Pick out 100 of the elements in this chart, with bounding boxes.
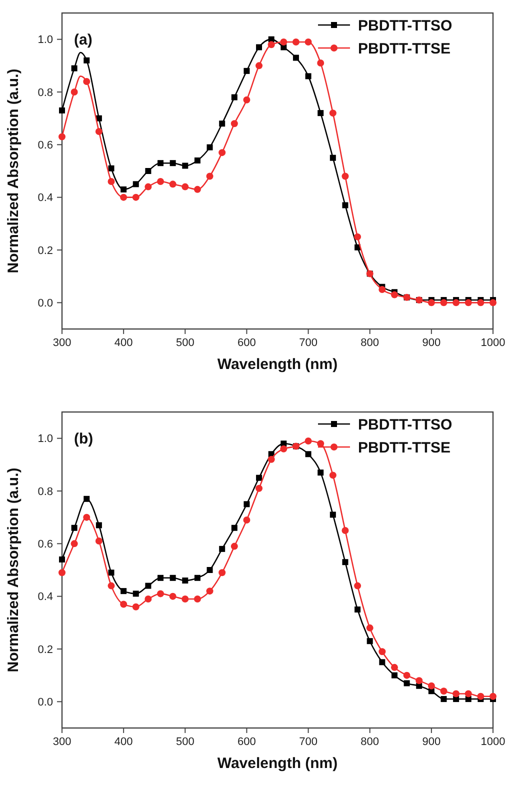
point [219,546,226,552]
point [428,682,435,690]
point [243,96,250,104]
point [218,569,226,576]
point [145,582,152,589]
point [219,120,226,127]
point [83,78,90,85]
y-tick-label: 0.4 [38,591,53,604]
y-tick-label: 0.2 [38,644,53,656]
y-tick-label: 0.8 [38,86,53,99]
point [120,600,128,608]
point [256,484,263,492]
y-tick-label: 0.0 [38,696,53,709]
point [342,172,349,180]
point [464,690,472,698]
point [317,440,324,448]
point [182,578,188,584]
point [230,542,238,550]
point [404,680,410,686]
point [342,202,348,208]
point [390,291,398,298]
y-tick-label: 0.8 [38,486,53,498]
x-tick-label: 1000 [480,736,506,748]
point [280,445,288,452]
point [366,638,373,644]
point [243,516,250,524]
point [305,451,312,458]
point [170,160,176,166]
point [354,233,362,240]
point [379,659,386,666]
point [440,299,448,306]
point [378,286,386,293]
point [58,133,66,140]
x-tick-label: 500 [176,337,194,349]
point [428,299,435,306]
point [318,110,324,116]
y-tick-label: 0.6 [38,538,53,551]
point [108,178,115,186]
x-tick-label: 800 [360,736,380,748]
point [318,470,324,476]
point [120,588,127,594]
x-tick-label: 600 [238,736,256,748]
point [268,456,275,463]
annotation: (a) [74,31,92,48]
point [132,590,139,597]
y-tick-label: 0.6 [38,140,53,152]
x-tick-label: 1000 [480,337,506,349]
point [366,624,374,632]
point [70,88,78,96]
x-tick-label: 400 [114,337,133,349]
annotation: (b) [74,430,94,448]
point [108,582,115,590]
legend-label: PBDTT-TTSO [358,17,452,34]
point [158,160,164,166]
point [305,73,312,80]
point [206,172,214,180]
point [256,44,262,50]
point [317,60,324,67]
point [403,672,410,679]
point [83,514,90,521]
point [452,299,460,306]
y-tick-label: 0.4 [38,192,53,204]
point [145,168,152,174]
y-axis-title: Normalized Absorption (a.u.) [5,468,22,672]
point [170,574,176,581]
point [169,592,176,600]
x-axis-title: Wavelength (nm) [217,356,338,373]
point [244,501,250,508]
point [218,149,226,156]
point [452,690,460,698]
point [256,474,262,481]
point [244,68,250,74]
point [96,522,102,528]
point [330,154,336,161]
point [231,524,238,531]
point [342,527,349,534]
legend-label: PBDTT-TTSE [358,439,450,456]
point [182,595,189,602]
point [194,574,200,581]
point [329,472,336,479]
point [268,41,275,48]
y-tick-label: 0.2 [38,244,53,257]
x-tick-label: 400 [114,736,133,748]
point [194,157,200,164]
point [182,183,189,190]
point [330,512,336,518]
point [416,677,423,684]
point [132,603,140,610]
x-tick-label: 800 [360,337,380,349]
point [490,692,496,700]
point [84,496,90,502]
point [206,144,213,150]
legend-label: PBDTT-TTSO [358,416,452,434]
point [342,559,348,566]
point [182,162,188,169]
x-tick-label: 700 [299,736,318,748]
x-tick-label: 300 [52,337,72,349]
point [144,183,152,190]
y-tick-label: 1.0 [38,433,53,446]
point [206,567,213,573]
